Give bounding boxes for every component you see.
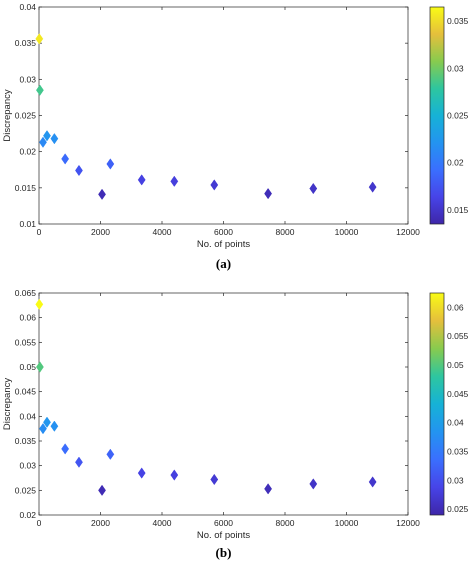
y-tick-label-a: 0.03 <box>19 74 36 84</box>
data-point-b <box>170 469 179 481</box>
colorbar-tick-label-b: 0.05 <box>447 360 464 370</box>
data-point-b <box>39 423 47 435</box>
y-tick-label-b: 0.06 <box>19 313 36 323</box>
data-point-b <box>309 478 318 490</box>
data-point-a <box>39 136 47 148</box>
data-point-a <box>43 130 51 142</box>
colorbar-tick-label-b: 0.035 <box>447 447 469 457</box>
x-tick-label-b: 6000 <box>214 518 233 528</box>
data-point-a <box>50 133 59 145</box>
y-tick-label-b: 0.035 <box>15 436 37 446</box>
x-tick-label-a: 2000 <box>91 227 110 237</box>
data-point-b <box>75 456 83 468</box>
data-point-a <box>35 33 44 45</box>
x-tick-label-a: 8000 <box>276 227 295 237</box>
x-axis-label-b: No. of points <box>197 530 251 541</box>
data-point-a <box>75 164 83 177</box>
panel-label-a: (a) <box>216 256 231 271</box>
data-point-b <box>368 476 377 488</box>
plot-area-b <box>38 292 409 516</box>
x-tick-label-b: 12000 <box>396 518 420 528</box>
x-axis-label-a: No. of points <box>197 239 251 250</box>
data-point-b <box>36 361 44 373</box>
y-tick-label-a: 0.02 <box>19 147 36 157</box>
data-point-a <box>106 158 115 170</box>
colorbar-a <box>429 6 445 225</box>
data-point-b <box>50 420 59 432</box>
data-point-b <box>98 484 106 496</box>
data-point-a <box>210 179 219 191</box>
data-point-b <box>61 443 70 455</box>
x-tick-label-b: 10000 <box>335 518 359 528</box>
y-axis-label-b: Discrepancy <box>2 378 13 431</box>
y-axis-label-a: Discrepancy <box>2 89 13 142</box>
data-point-b <box>137 467 146 479</box>
data-point-a <box>98 188 106 200</box>
y-tick-label-b: 0.03 <box>19 461 36 471</box>
y-tick-label-b: 0.02 <box>19 510 36 520</box>
x-tick-label-a: 0 <box>37 227 42 237</box>
x-tick-label-a: 4000 <box>153 227 172 237</box>
y-tick-label-a: 0.04 <box>19 2 36 12</box>
data-point-b <box>35 298 44 310</box>
y-tick-label-a: 0.025 <box>15 111 37 121</box>
data-point-b <box>264 483 272 495</box>
colorbar-tick-label-b: 0.025 <box>447 504 469 514</box>
colorbar-b <box>429 292 445 516</box>
data-point-b <box>106 448 115 460</box>
colorbar-tick-label-b: 0.04 <box>447 418 464 428</box>
y-tick-label-b: 0.04 <box>19 411 36 421</box>
colorbar-tick-label-a: 0.035 <box>447 16 469 26</box>
data-point-b <box>43 416 51 428</box>
y-tick-label-b: 0.045 <box>15 387 37 397</box>
colorbar-tick-label-a: 0.03 <box>447 63 464 73</box>
chart-b: 0 2000 4000 6000 8000 10000 12000 0.02 0.025 0.03… <box>2 288 469 560</box>
colorbar-tick-label-b: 0.03 <box>447 475 464 485</box>
x-tick-label-b: 4000 <box>153 518 172 528</box>
data-point-b <box>210 473 219 486</box>
y-tick-label-a: 0.015 <box>15 183 37 193</box>
y-tick-label-a: 0.01 <box>19 219 36 229</box>
colorbar-tick-label-b: 0.06 <box>447 302 464 312</box>
colorbar-tick-label-b: 0.045 <box>447 389 469 399</box>
chart-a: 0 2000 4000 6000 8000 10000 12000 0.01 0.015 0.02… <box>2 2 469 271</box>
y-tick-label-b: 0.055 <box>15 337 37 347</box>
y-tick-label-a: 0.035 <box>15 38 37 48</box>
colorbar-tick-label-a: 0.02 <box>447 158 464 168</box>
data-point-a <box>368 181 377 193</box>
data-point-a <box>61 153 70 165</box>
x-tick-label-a: 6000 <box>214 227 233 237</box>
data-point-a <box>264 187 272 200</box>
x-tick-label-a: 12000 <box>396 227 420 237</box>
y-tick-label-b: 0.065 <box>15 288 37 298</box>
colorbar-tick-label-b: 0.055 <box>447 331 469 341</box>
data-point-a <box>137 174 146 186</box>
x-tick-label-b: 0 <box>37 518 42 528</box>
x-tick-label-b: 8000 <box>276 518 295 528</box>
panel-label-b: (b) <box>216 545 232 560</box>
x-tick-label-a: 10000 <box>335 227 359 237</box>
y-tick-label-b: 0.05 <box>19 362 36 372</box>
data-point-a <box>309 182 318 195</box>
colorbar-tick-label-a: 0.025 <box>447 111 469 121</box>
colorbar-tick-label-a: 0.015 <box>447 205 469 215</box>
x-tick-label-b: 2000 <box>91 518 110 528</box>
plot-area-a <box>38 6 409 225</box>
data-point-a <box>170 175 179 187</box>
y-tick-label-b: 0.025 <box>15 485 37 495</box>
data-point-a <box>36 84 44 96</box>
